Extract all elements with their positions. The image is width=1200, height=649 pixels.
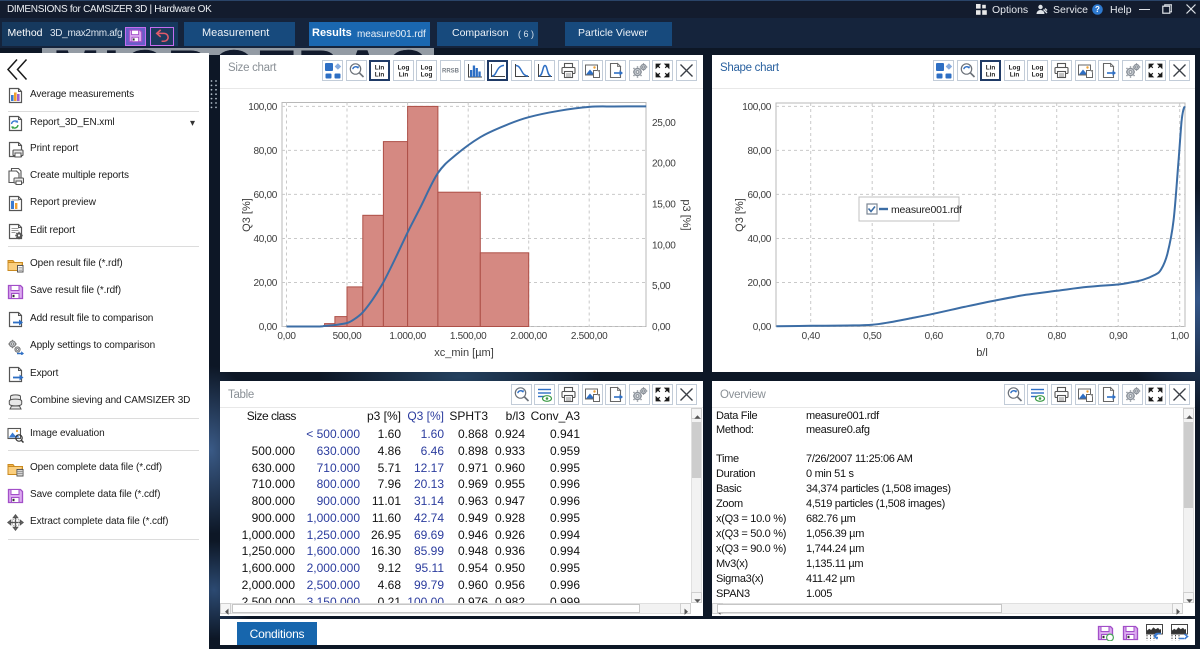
svg-text:Log: Log [1032,72,1044,79]
svg-text:Log: Log [421,72,433,79]
svg-text:Lin: Lin [375,72,385,79]
svg-text:Lin: Lin [399,72,409,79]
svg-text:Log: Log [1008,65,1020,72]
svg-text:RRSB: RRSB [442,69,459,75]
svg-text:Log: Log [397,65,409,72]
svg-text:Lin: Lin [1010,72,1020,79]
svg-text:Log: Log [1032,65,1044,72]
svg-text:Log: Log [421,65,433,72]
svg-text:?: ? [1095,5,1100,14]
svg-text:Lin: Lin [986,65,996,72]
svg-text:Lin: Lin [375,65,385,72]
svg-text:Lin: Lin [986,72,996,79]
